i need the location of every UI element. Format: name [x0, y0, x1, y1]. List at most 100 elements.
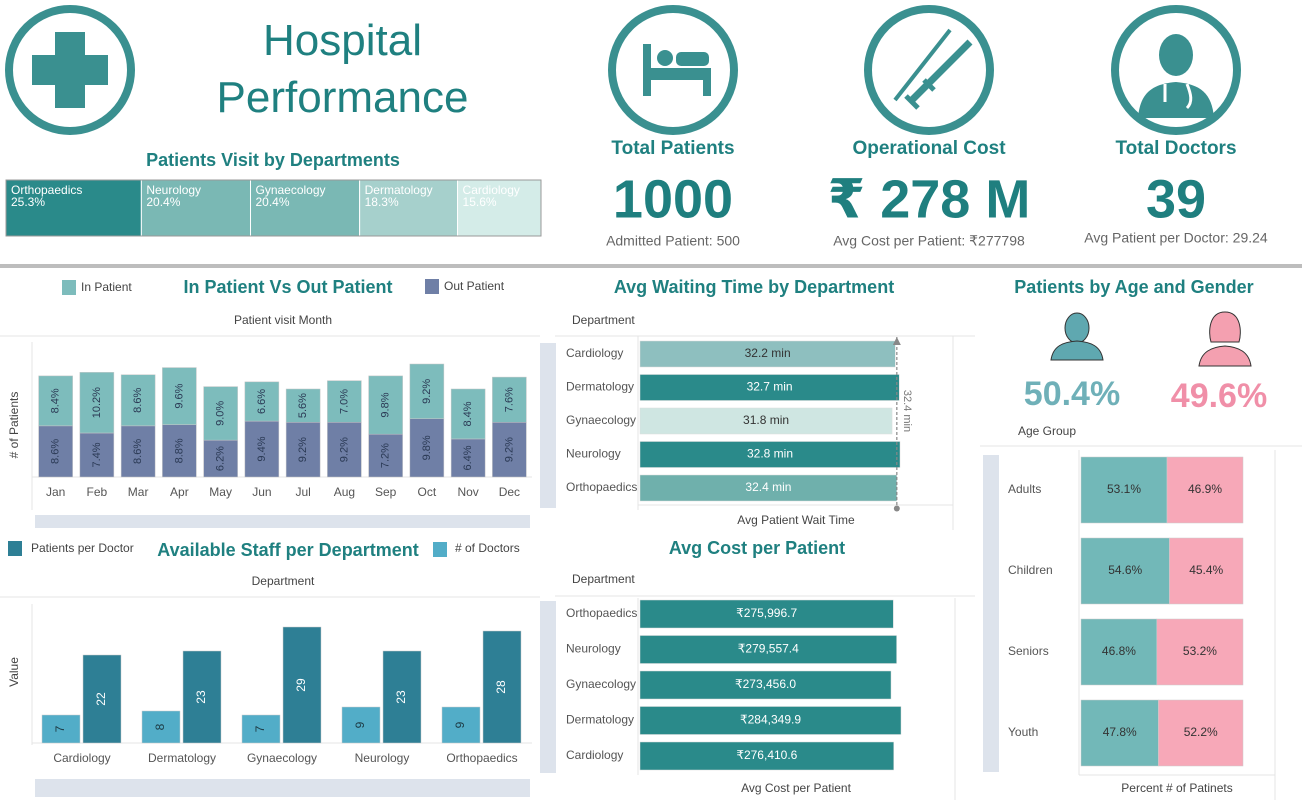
- data-label: 9.6%: [173, 383, 185, 408]
- bar-segment: [79, 372, 115, 434]
- bar: [182, 650, 222, 744]
- data-label: 9.2%: [503, 437, 515, 462]
- cell-value: 20.4%: [146, 195, 180, 209]
- x-tick-label: Apr: [170, 485, 189, 499]
- data-label: 31.8 min: [743, 413, 789, 427]
- x-tick-label: Mar: [128, 485, 149, 499]
- y-tick-label: Neurology: [566, 642, 621, 656]
- data-label: 53.1%: [1107, 482, 1141, 496]
- bar-segment: [1080, 456, 1168, 524]
- x-axis-title: Patient visit Month: [234, 313, 332, 327]
- treemap-border: [5, 179, 542, 237]
- data-label: 9.8%: [421, 435, 433, 460]
- bar-segment: [492, 422, 527, 478]
- legend-swatch: [433, 542, 447, 557]
- data-label: 32.4 min: [745, 480, 791, 494]
- data-label: 6.2%: [215, 446, 227, 471]
- bar-segment: [450, 388, 486, 440]
- cell-label: Neurology: [146, 183, 201, 197]
- chart-title: Available Staff per Department: [157, 540, 418, 560]
- bar: [639, 340, 896, 368]
- data-label: 28: [494, 680, 508, 694]
- y-tick-label: Children: [1008, 563, 1053, 577]
- cell-label: Cardiology: [463, 183, 520, 197]
- y-tick-label: Gynaecology: [566, 413, 636, 427]
- data-label: 9.0%: [215, 401, 227, 426]
- chart-title: Avg Cost per Patient: [669, 538, 845, 558]
- y-axis-title: Value: [7, 657, 21, 687]
- data-label: 10.2%: [91, 387, 103, 418]
- scrollbar[interactable]: [540, 343, 556, 508]
- bar: [382, 650, 422, 744]
- data-label: 22: [94, 692, 108, 706]
- data-label: 47.8%: [1103, 725, 1137, 739]
- bar: [639, 374, 900, 401]
- data-label: 52.2%: [1184, 725, 1218, 739]
- cost-icon: [864, 5, 994, 135]
- data-label: 45.4%: [1189, 563, 1223, 577]
- x-tick-label: Feb: [87, 485, 108, 499]
- bar: [41, 714, 81, 744]
- bar-segment: [327, 380, 362, 423]
- cell-value: 20.4%: [255, 195, 289, 209]
- chart-title: Avg Waiting Time by Department: [614, 277, 894, 297]
- data-label: 7: [53, 725, 67, 732]
- data-label: 9.2%: [297, 437, 309, 462]
- x-axis-title: Avg Cost per Patient: [741, 781, 852, 795]
- data-label: 29: [294, 678, 308, 692]
- bar: [82, 654, 122, 744]
- bar-segment: [120, 425, 156, 478]
- bar-segment: [1080, 618, 1158, 686]
- data-label: 8.4%: [50, 388, 62, 413]
- kpi-title: Total Doctors: [1115, 138, 1236, 159]
- y-axis-title: Department: [572, 313, 635, 327]
- female-icon: [1198, 311, 1252, 367]
- data-label: 9.4%: [256, 436, 268, 461]
- x-axis-title: Department: [252, 574, 315, 588]
- scrollbar[interactable]: [540, 601, 556, 773]
- bar-segment: [244, 420, 280, 478]
- legend-swatch: [8, 541, 22, 556]
- bar: [639, 706, 902, 735]
- bar: [639, 635, 897, 664]
- x-tick-label: Jul: [295, 485, 310, 499]
- data-label: 32.7 min: [747, 380, 793, 394]
- bar-segment: [285, 388, 321, 423]
- gender-share: 49.6%: [1171, 377, 1267, 415]
- legend-label: Out Patient: [444, 279, 505, 293]
- bar-segment: [79, 432, 115, 478]
- reference-dot: [893, 505, 900, 512]
- bar-segment: [1166, 456, 1244, 524]
- y-axis-title: Age Group: [1018, 424, 1076, 438]
- data-label: 23: [394, 690, 408, 704]
- x-tick-label: Jun: [252, 485, 271, 499]
- kpi-title: Operational Cost: [852, 138, 1006, 159]
- kpi-value: 1000: [613, 169, 733, 229]
- y-tick-label: Dermatology: [566, 380, 634, 394]
- x-tick-label: Oct: [418, 485, 437, 499]
- data-label: 8.6%: [50, 439, 62, 464]
- bar-segment: [162, 367, 197, 425]
- data-label: 5.6%: [297, 393, 309, 418]
- y-tick-label: Orthopaedics: [566, 606, 637, 620]
- cell-label: Orthopaedics: [11, 183, 82, 197]
- data-label: 7: [253, 725, 267, 732]
- bar-segment: [368, 433, 403, 478]
- x-tick-label: Sep: [375, 485, 397, 499]
- bar: [639, 474, 898, 502]
- scrollbar[interactable]: [35, 779, 530, 797]
- cell-value: 18.3%: [365, 195, 399, 209]
- data-label: ₹279,557.4: [738, 642, 799, 656]
- x-tick-label: May: [209, 485, 232, 499]
- data-label: ₹276,410.6: [736, 748, 797, 762]
- legend-label: # of Doctors: [455, 541, 520, 555]
- scrollbar[interactable]: [35, 515, 530, 528]
- reference-label: 32.4 min: [901, 390, 913, 432]
- kpi-title: Total Patients: [611, 138, 734, 159]
- data-label: 7.4%: [91, 442, 103, 467]
- kpi-subtitle: Avg Cost per Patient: ₹277798: [833, 233, 1025, 249]
- y-axis-title: Department: [572, 572, 635, 586]
- scrollbar[interactable]: [983, 455, 999, 772]
- data-label: 8.4%: [462, 401, 474, 426]
- data-label: 46.8%: [1102, 644, 1136, 658]
